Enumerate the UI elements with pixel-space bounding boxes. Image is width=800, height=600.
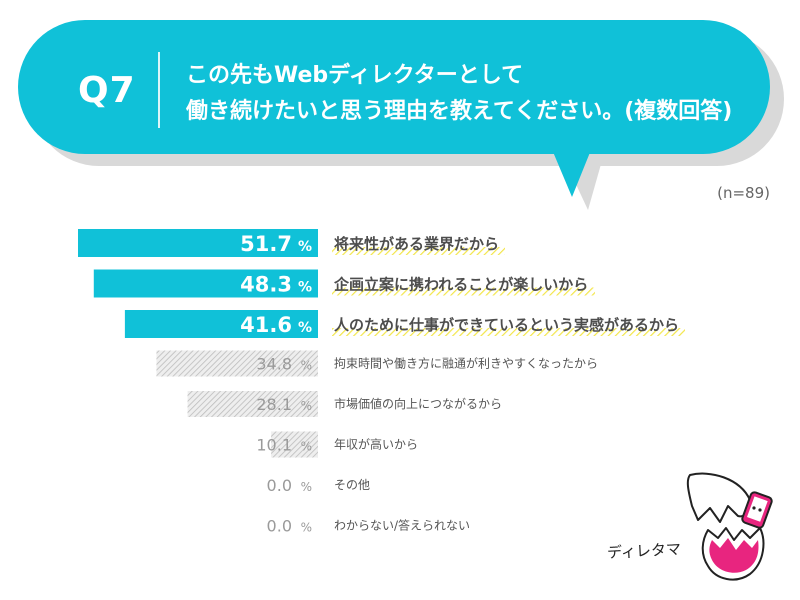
data-label-unit: % xyxy=(301,521,312,535)
label-highlight xyxy=(332,247,505,255)
question-number: Q7 xyxy=(78,70,136,111)
sample-size: (n=89) xyxy=(717,184,770,202)
category-label: 人のために仕事ができているという実感があるから xyxy=(334,316,679,334)
question-text-line-2: 働き続けたいと思う理由を教えてください。(複数回答) xyxy=(186,99,733,124)
bar xyxy=(78,229,318,257)
data-label: 34.8 xyxy=(256,355,292,374)
category-label: わからない/答えられない xyxy=(334,518,470,533)
category-label: 将来性がある業界だから xyxy=(334,235,499,253)
bar xyxy=(93,269,319,298)
category-label: その他 xyxy=(334,478,370,492)
data-label-unit: % xyxy=(301,480,312,494)
label-highlight xyxy=(332,328,685,336)
question-bubble: Q7 この先もWebディレクターとして 働き続けたいと思う理由を教えてください。… xyxy=(0,0,800,215)
category-label: 年収が高いから xyxy=(334,437,418,452)
category-label: 企画立案に携われることが楽しいから xyxy=(333,276,588,294)
data-label-unit: % xyxy=(301,399,312,413)
question-divider xyxy=(158,52,160,128)
bar-chart: 51.7% 将来性がある業界だから 48.3% 企画立案に携われることが楽しいから 41… xyxy=(78,229,685,536)
data-label-unit: % xyxy=(298,320,312,336)
data-label-unit: % xyxy=(298,280,312,296)
question-text-line-1: この先もWebディレクターとして xyxy=(186,63,524,88)
bar xyxy=(156,350,318,377)
data-label-unit: % xyxy=(298,239,312,255)
data-label: 0.0 xyxy=(267,476,292,495)
bar xyxy=(124,310,318,338)
bar xyxy=(271,431,318,458)
data-label: 48.3 xyxy=(240,273,292,297)
data-label: 0.0 xyxy=(267,517,292,536)
data-label: 51.7 xyxy=(240,232,292,256)
bar xyxy=(187,391,318,417)
egg-mascot-icon xyxy=(686,472,773,581)
category-label: 拘束時間や働き方に融通が利きやすくなったから xyxy=(334,356,598,371)
data-label: 28.1 xyxy=(256,395,292,414)
label-highlight xyxy=(332,287,595,296)
speech-bubble-shape xyxy=(18,20,784,210)
question-text: この先もWebディレクターとして 働き続けたいと思う理由を教えてください。(複数… xyxy=(186,58,746,130)
data-label: 41.6 xyxy=(240,313,292,337)
data-label-unit: % xyxy=(301,440,312,454)
data-label: 10.1 xyxy=(256,436,292,455)
data-label-unit: % xyxy=(301,359,312,373)
mascot-label: ディレタマ xyxy=(606,540,682,562)
category-label: 市場価値の向上につながるから xyxy=(334,396,502,411)
